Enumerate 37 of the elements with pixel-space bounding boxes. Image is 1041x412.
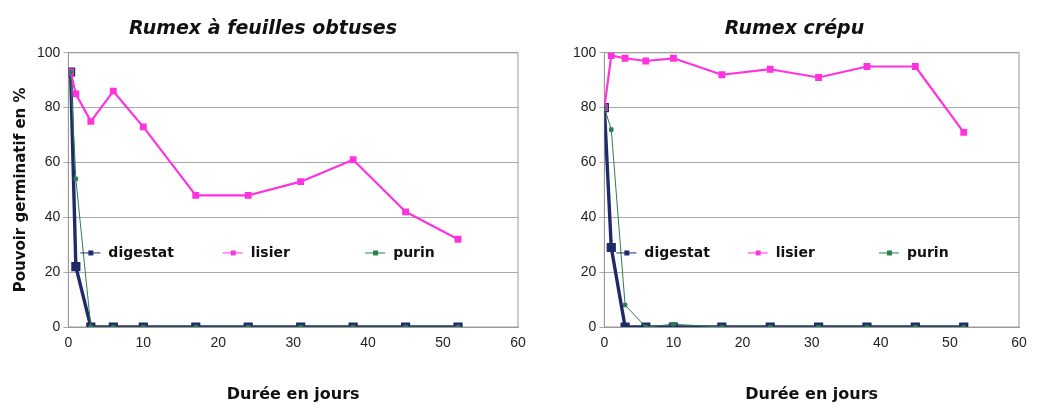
x-tick-label: 40 (360, 334, 377, 351)
y-tick-label: 100 (573, 43, 597, 60)
legend-label: lisier (775, 243, 815, 260)
x-tick-label: 10 (665, 334, 682, 351)
y-tick-label: 20 (44, 263, 61, 280)
x-tick-label: 20 (734, 334, 751, 351)
legend-label: digestat (644, 243, 711, 260)
x-tick-label: 40 (873, 334, 889, 351)
legend-label: digestat (108, 243, 175, 260)
y-tick-label: 80 (44, 98, 61, 115)
y-tick-label: 100 (37, 43, 61, 60)
x-axis-title: Durée en jours (745, 383, 879, 403)
x-tick-label: 0 (600, 334, 609, 351)
y-axis-title: Pouvoir germinatif en % (10, 87, 29, 293)
x-tick-label: 60 (1011, 334, 1027, 351)
y-tick-label: 40 (44, 208, 61, 225)
legend-label: purin (393, 243, 435, 260)
legend-label: lisier (250, 243, 290, 260)
y-tick-label: 0 (588, 317, 597, 334)
x-tick-label: 50 (942, 334, 958, 351)
x-tick-label: 0 (64, 334, 73, 351)
x-axis-title: Durée en jours (226, 383, 360, 403)
x-tick-label: 50 (435, 334, 452, 351)
x-tick-label: 30 (285, 334, 302, 351)
chart-title: Rumex à feuilles obtuses (129, 16, 397, 39)
x-tick-label: 10 (135, 334, 152, 351)
y-tick-label: 80 (580, 98, 597, 115)
chart-title: Rumex crépu (724, 16, 865, 39)
y-tick-label: 40 (580, 208, 597, 225)
legend-label: purin (906, 243, 949, 260)
x-tick-label: 30 (803, 334, 820, 351)
y-tick-label: 60 (580, 153, 597, 170)
x-tick-label: 60 (510, 334, 526, 351)
y-tick-label: 20 (580, 263, 597, 280)
y-tick-label: 60 (44, 153, 61, 170)
y-tick-label: 0 (52, 317, 61, 334)
x-tick-label: 20 (210, 334, 227, 351)
